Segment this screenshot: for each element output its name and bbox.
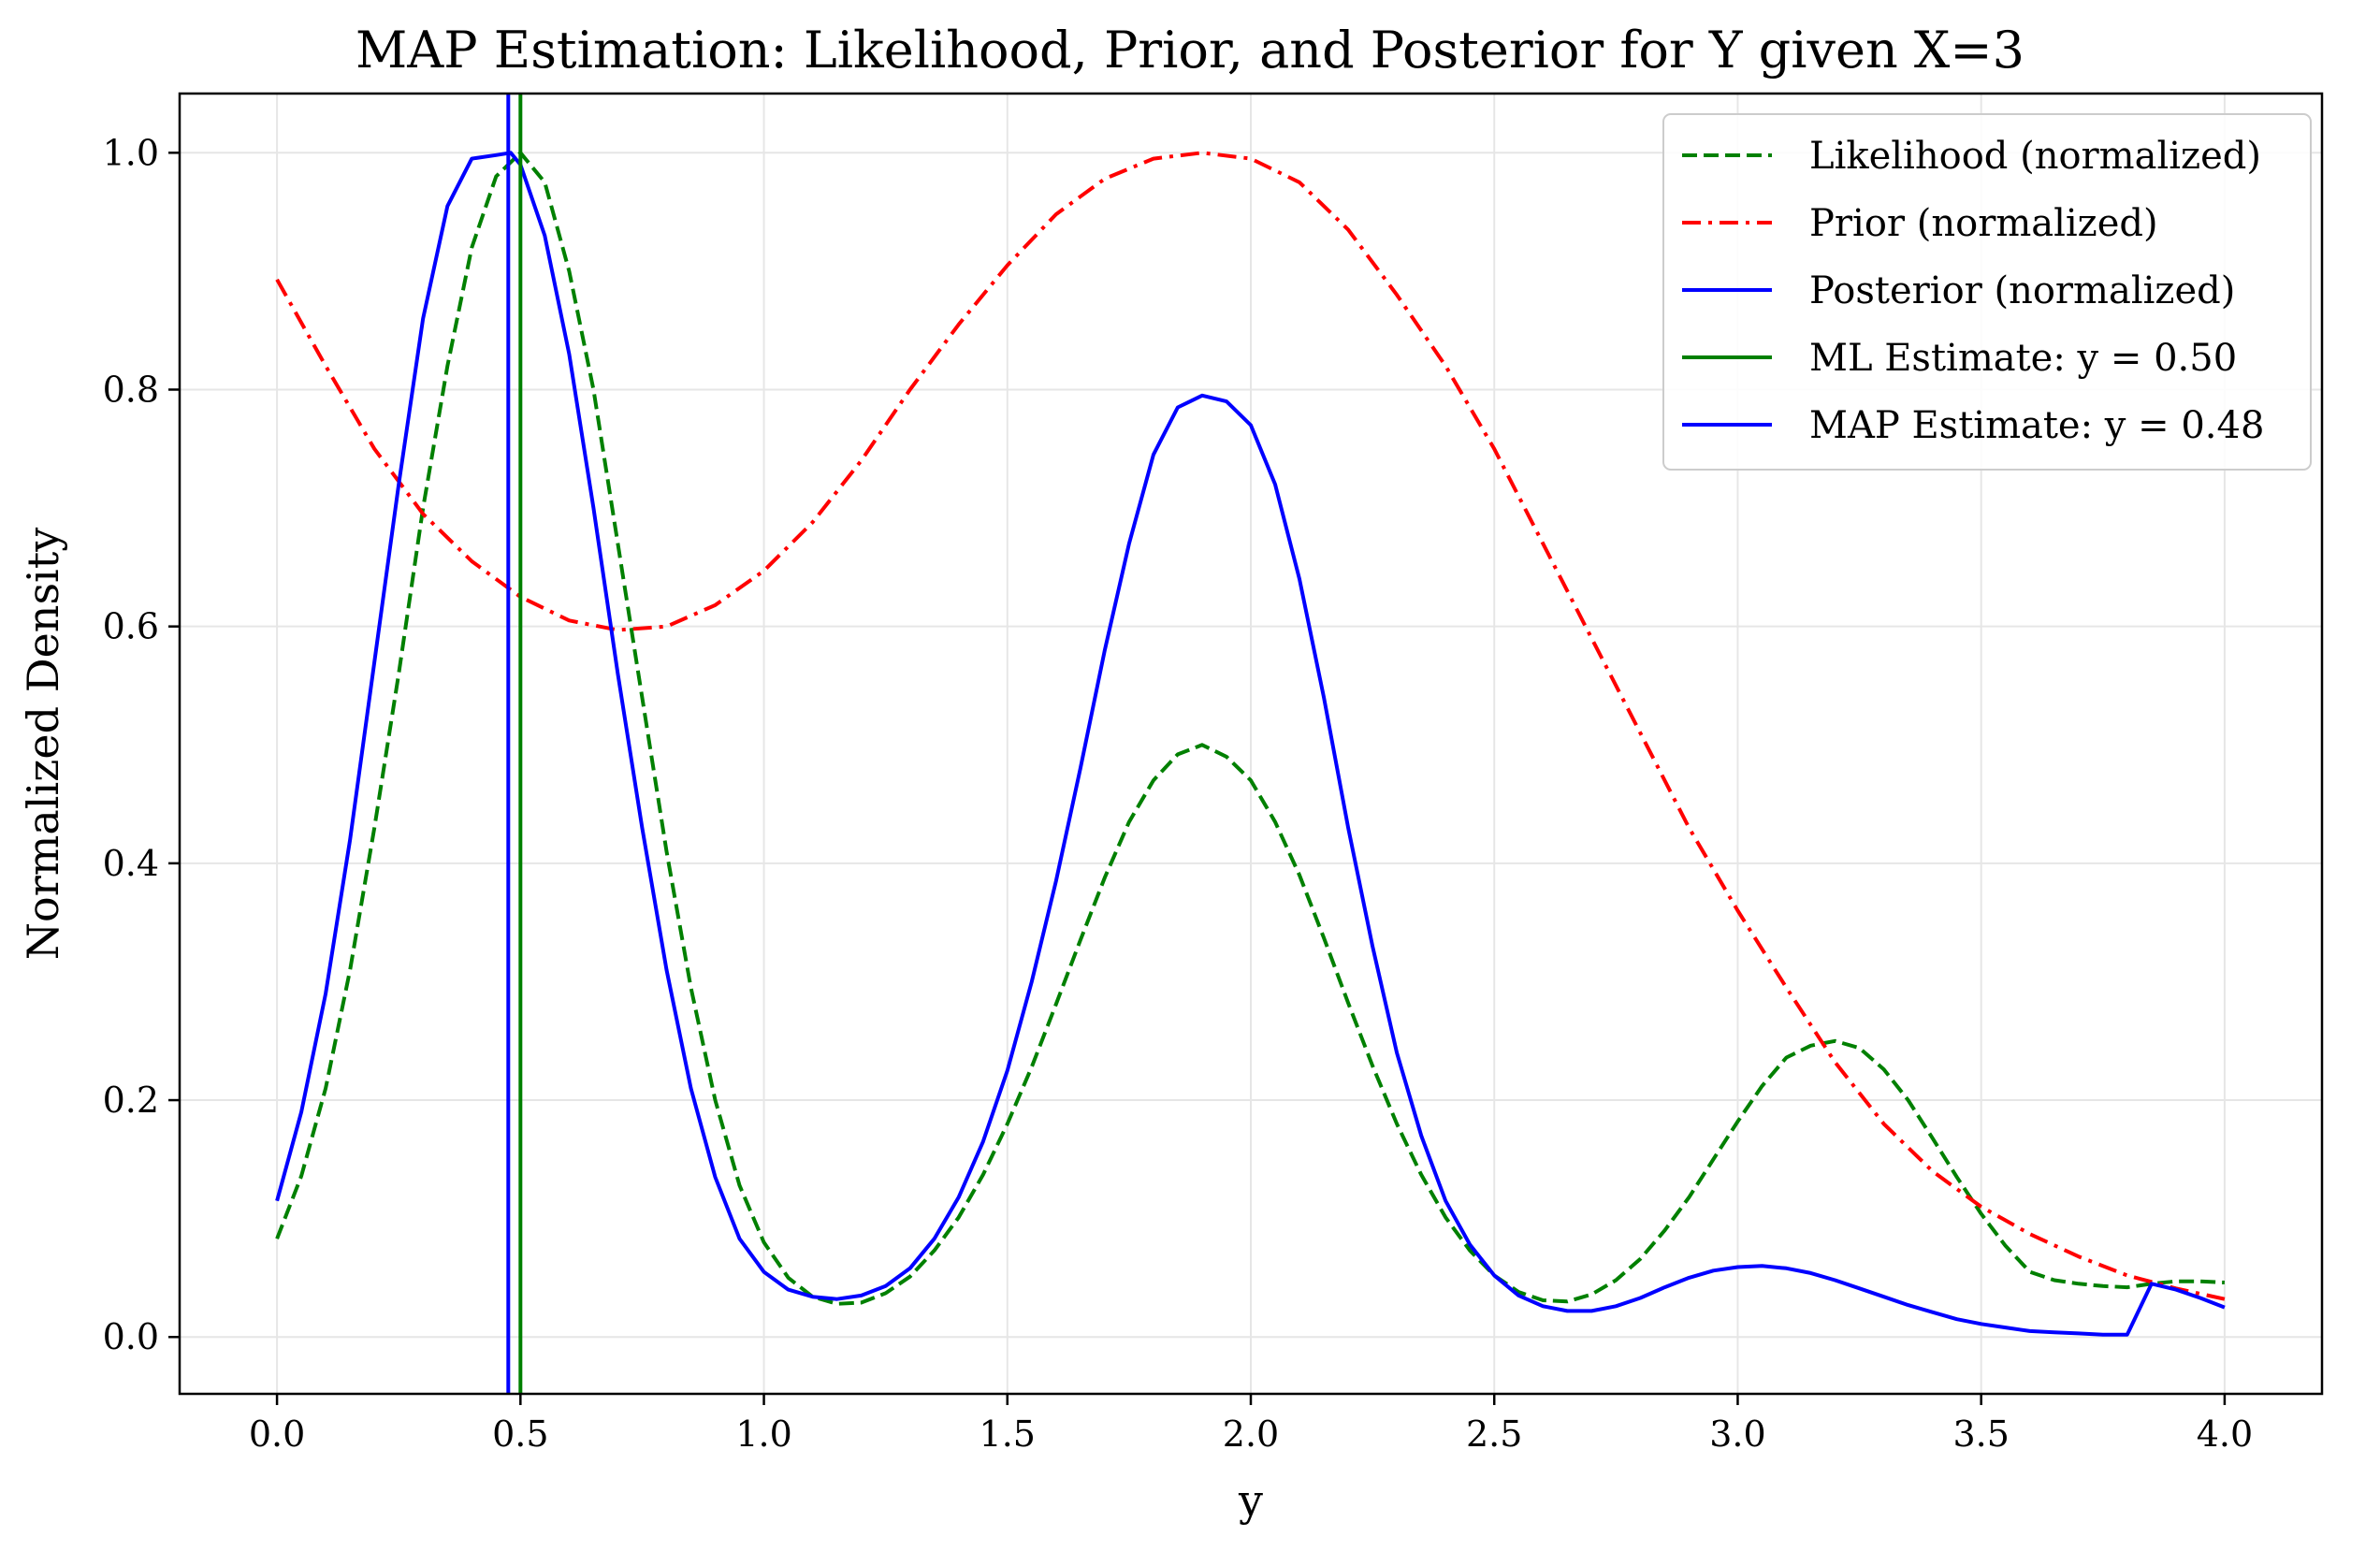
y-axis-label: Normalized Density (18, 528, 68, 960)
y-tick-label: 0.8 (103, 369, 159, 410)
x-tick-label: 2.0 (1223, 1413, 1279, 1455)
x-tick-label: 0.0 (249, 1413, 305, 1455)
x-axis-label: y (1238, 1475, 1263, 1526)
x-tick-label: 0.5 (492, 1413, 548, 1455)
legend: Likelihood (normalized) Prior (normalized… (1662, 113, 2312, 471)
y-tick-label: 0.0 (103, 1316, 159, 1357)
x-tick-label: 1.0 (735, 1413, 791, 1455)
x-tick-label: 1.5 (980, 1413, 1036, 1455)
y-tick-label: 0.4 (103, 843, 159, 884)
x-tick-label: 3.5 (1952, 1413, 2009, 1455)
x-tick-label: 2.5 (1466, 1413, 1522, 1455)
legend-label: ML Estimate: y = 0.50 (1809, 337, 2237, 380)
y-tick-label: 0.2 (103, 1080, 159, 1121)
legend-label: Likelihood (normalized) (1809, 135, 2261, 178)
legend-label: Posterior (normalized) (1809, 269, 2235, 312)
plot-area (275, 94, 2226, 1394)
y-tick-label: 0.6 (103, 606, 159, 647)
legend-label: Prior (normalized) (1809, 202, 2158, 245)
series-line-posterior (275, 151, 2226, 1337)
x-tick-label: 4.0 (2197, 1413, 2253, 1455)
y-tick-label: 1.0 (103, 132, 159, 173)
x-tick-label: 3.0 (1709, 1413, 1765, 1455)
legend-frame (1662, 113, 2312, 471)
legend-label: MAP Estimate: y = 0.48 (1809, 404, 2264, 447)
chart-title: MAP Estimation: Likelihood, Prior, and P… (356, 21, 2024, 80)
series-line-prior (275, 151, 2226, 1301)
axis-ticks: 0.0 0.5 1.0 1.5 2.0 2.5 3.0 3.5 4.0 0.0 0.2 0.4 0.6 0… (103, 132, 2254, 1455)
series-line-likelihood (275, 151, 2225, 1306)
